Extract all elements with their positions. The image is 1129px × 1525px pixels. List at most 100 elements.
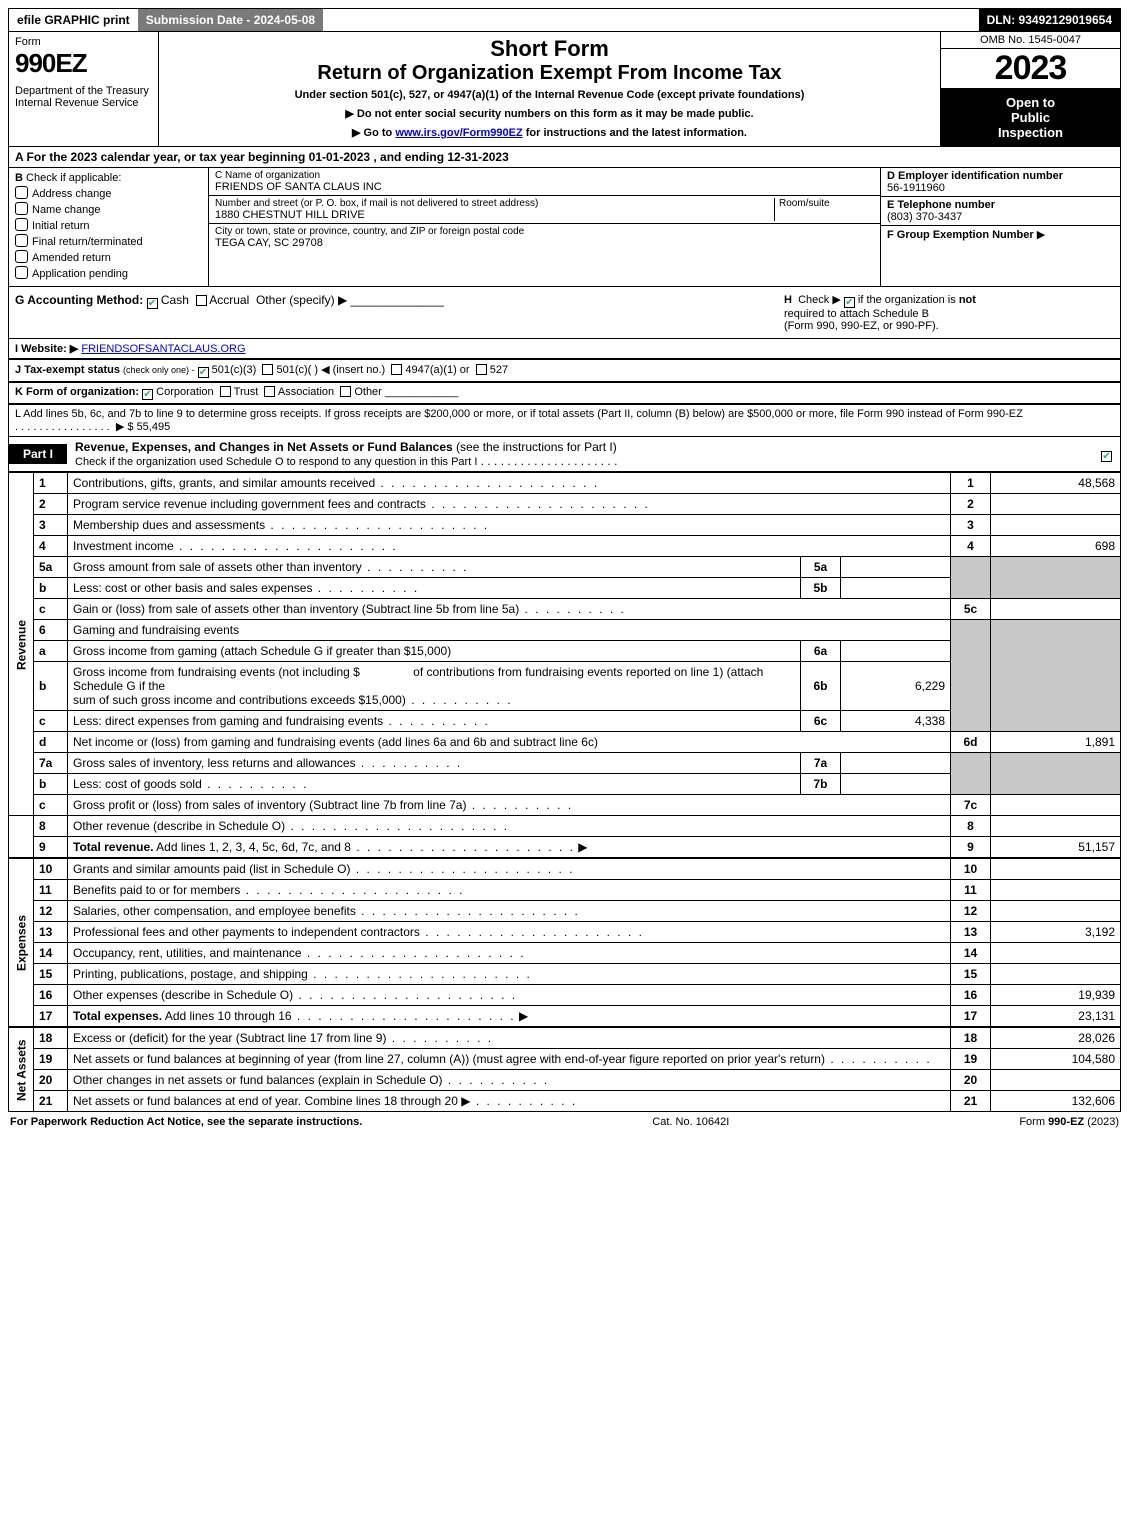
line-6c-sv: 4,338 [841,711,951,732]
line-13-amt: 3,192 [991,922,1121,943]
line-15-ref: 15 [951,964,991,985]
website-link[interactable]: FRIENDSOFSANTACLAUS.ORG [81,343,245,355]
line-7ab-gray-amt [991,753,1121,795]
line-6c-num: c [34,711,68,732]
k-o3: Association [278,386,334,398]
footer-right-b: 990-EZ [1048,1116,1084,1128]
chk-h[interactable] [844,297,855,308]
chk-corp[interactable] [142,389,153,400]
line-9-num: 9 [34,837,68,858]
j-label: J Tax-exempt status [15,364,120,376]
line-3-ref: 3 [951,515,991,536]
part-i-header: Part I Revenue, Expenses, and Changes in… [8,437,1121,472]
opt-address-change[interactable]: Address change [15,186,202,200]
line-1-num: 1 [34,473,68,494]
open-to-public: Open to Public Inspection [941,89,1120,146]
line-11-amt [991,880,1121,901]
opt-amended-return[interactable]: Amended return [15,250,202,264]
line-4-amt: 698 [991,536,1121,557]
chk-cash[interactable] [147,298,158,309]
line-14-ref: 14 [951,943,991,964]
dept-line-2: Internal Revenue Service [15,97,152,109]
line-13-ref: 13 [951,922,991,943]
chk-527[interactable] [476,364,487,375]
line-16-amt: 19,939 [991,985,1121,1006]
efile-label[interactable]: efile GRAPHIC print [9,9,138,31]
line-21-ref: 21 [951,1091,991,1112]
line-2-desc: Program service revenue including govern… [73,497,426,511]
opt-name-change[interactable]: Name change [15,202,202,216]
line-5c-num: c [34,599,68,620]
chk-assoc[interactable] [264,386,275,397]
line-2-num: 2 [34,494,68,515]
inspect-1: Open to [945,95,1116,110]
c-addr-label: Number and street (or P. O. box, if mail… [215,198,774,209]
line-4-ref: 4 [951,536,991,557]
line-18-desc: Excess or (deficit) for the year (Subtra… [73,1031,386,1045]
line-5b-sub: 5b [801,578,841,599]
line-6d-amt: 1,891 [991,732,1121,753]
line-6d-desc: Net income or (loss) from gaming and fun… [73,735,598,749]
opt-application-pending[interactable]: Application pending [15,266,202,280]
j-o1: 501(c)(3) [212,364,257,376]
line-6b-sv: 6,229 [841,662,951,711]
footer-right-post: (2023) [1084,1116,1119,1128]
line-19-num: 19 [34,1049,68,1070]
line-7b-sv [841,774,951,795]
line-6b-sub: 6b [801,662,841,711]
goto-line: ▶ Go to www.irs.gov/Form990EZ for instru… [165,126,934,139]
chk-schedule-o[interactable] [1101,451,1112,462]
g-other: Other (specify) ▶ [256,293,347,307]
b-text: Check if applicable: [26,172,121,184]
line-12-desc: Salaries, other compensation, and employ… [73,904,356,918]
tax-year: 2023 [941,49,1120,89]
h-txt3: if the organization is [858,294,956,306]
line-11-desc: Benefits paid to or for members [73,883,240,897]
opt-final-return[interactable]: Final return/terminated [15,234,202,248]
line-7a-sub: 7a [801,753,841,774]
submission-date: Submission Date - 2024-05-08 [138,9,323,31]
line-10-num: 10 [34,859,68,880]
form-number: 990EZ [15,48,152,79]
line-6b-num: b [34,662,68,711]
line-7b-num: b [34,774,68,795]
footer-left: For Paperwork Reduction Act Notice, see … [10,1116,362,1128]
irs-link[interactable]: www.irs.gov/Form990EZ [395,127,522,139]
line-3-amt [991,515,1121,536]
chk-accrual[interactable] [196,295,207,306]
line-10-ref: 10 [951,859,991,880]
h-txt5: (Form 990, 990-EZ, or 990-PF). [784,320,939,332]
part-i-title-text: Revenue, Expenses, and Changes in Net As… [75,440,453,454]
under-section: Under section 501(c), 527, or 4947(a)(1)… [165,89,934,101]
chk-trust[interactable] [220,386,231,397]
line-9-d2: Add lines 1, 2, 3, 4, 5c, 6d, 7c, and 8 [153,840,575,854]
line-6a-num: a [34,641,68,662]
part-i-title: Revenue, Expenses, and Changes in Net As… [67,437,1093,471]
goto-post: for instructions and the latest informat… [523,127,747,139]
line-15-desc: Printing, publications, postage, and shi… [73,967,308,981]
j-o2: 501(c)( ) ◀ (insert no.) [276,364,385,376]
line-20-amt [991,1070,1121,1091]
line-9-amt: 51,157 [991,837,1121,858]
chk-501c3[interactable] [198,367,209,378]
ssn-warning-text: Do not enter social security numbers on … [357,108,754,120]
revenue-side-label: Revenue [9,473,34,816]
line-6b-d1: Gross income from fundraising events (no… [73,665,360,679]
footer-catno: Cat. No. 10642I [362,1116,1019,1128]
l-gross-receipts: L Add lines 5b, 6c, and 7b to line 9 to … [8,404,1121,437]
line-6a-sv [841,641,951,662]
line-7ab-gray [951,753,991,795]
chk-501c[interactable] [262,364,273,375]
line-5b-desc: Less: cost or other basis and sales expe… [73,581,312,595]
revenue-table: Revenue 1 Contributions, gifts, grants, … [8,472,1121,858]
line-5c-desc: Gain or (loss) from sale of assets other… [73,602,519,616]
chk-other[interactable] [340,386,351,397]
opt-initial-return[interactable]: Initial return [15,218,202,232]
chk-4947[interactable] [391,364,402,375]
l-text: L Add lines 5b, 6c, and 7b to line 9 to … [15,408,1023,420]
d-label: D Employer identification number [887,170,1114,182]
line-21-desc: Net assets or fund balances at end of ye… [73,1094,458,1108]
j-o3: 4947(a)(1) or [405,364,469,376]
line-2-ref: 2 [951,494,991,515]
h-txt4: required to attach Schedule B [784,308,929,320]
